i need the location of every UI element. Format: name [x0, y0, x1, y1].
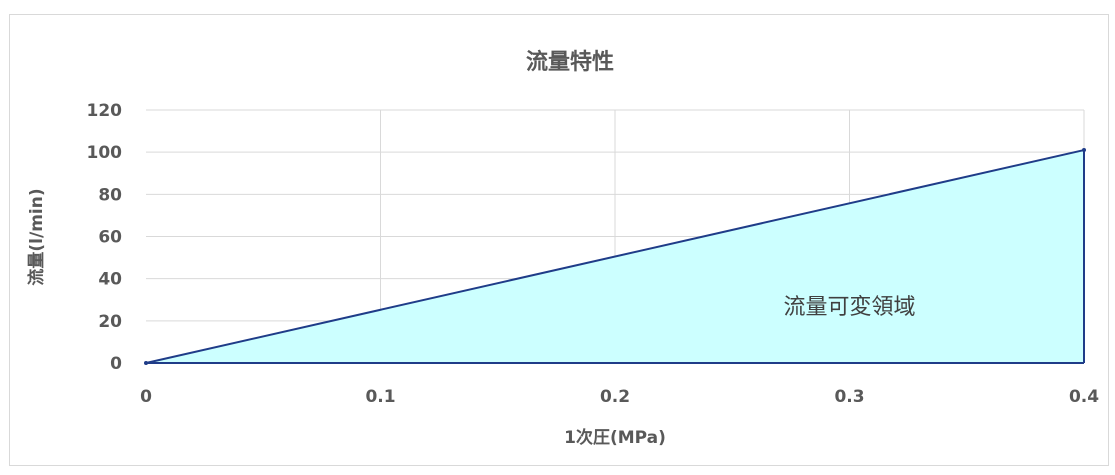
x-tick-label: 0.1 — [365, 387, 395, 407]
y-tick-label: 100 — [87, 143, 123, 163]
chart-title: 流量特性 — [526, 49, 614, 75]
y-tick-label: 0 — [110, 354, 122, 374]
area-annotation: 流量可変領域 — [783, 295, 915, 320]
y-tick-labels: 0 20 40 60 80 100 120 — [87, 101, 123, 374]
data-point — [144, 361, 148, 365]
y-axis-label: 流量(l/min) — [26, 188, 47, 285]
y-tick-label: 40 — [98, 270, 122, 290]
y-tick-label: 60 — [98, 228, 122, 248]
x-tick-label: 0.4 — [1069, 387, 1099, 407]
y-tick-label: 80 — [98, 185, 122, 205]
data-point — [1082, 148, 1086, 153]
x-tick-label: 0 — [140, 387, 152, 407]
x-tick-label: 0.3 — [834, 387, 864, 407]
area-series — [144, 148, 1086, 365]
series-line — [145, 149, 1085, 364]
y-tick-label: 20 — [98, 312, 122, 332]
y-tick-label: 120 — [87, 101, 123, 121]
x-tick-label: 0.2 — [600, 387, 630, 407]
x-tick-labels: 0 0.1 0.2 0.3 0.4 — [140, 387, 1099, 407]
x-axis-label: 1次圧(MPa) — [564, 427, 666, 448]
